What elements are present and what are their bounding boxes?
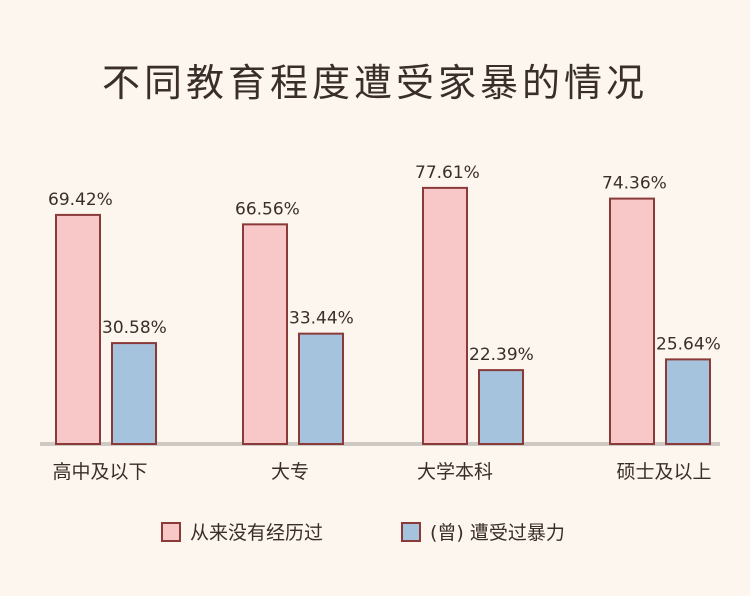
bar-value-label: 74.36% (602, 174, 667, 194)
bar-never-2 (422, 186, 468, 445)
bar-value-label: 22.39% (469, 345, 534, 365)
bar-value-label: 66.56% (235, 199, 300, 219)
bar-experienced-2 (478, 369, 524, 446)
x-tick-label: 大专 (271, 461, 309, 483)
x-tick-label: 大学本科 (417, 461, 493, 483)
bar-value-label: 25.64% (656, 334, 721, 354)
legend-label-never: 从来没有经历过 (190, 522, 323, 544)
chart-title: 不同教育程度遭受家暴的情况 (101, 61, 648, 105)
bar-experienced-0 (111, 342, 157, 445)
bar-never-3 (609, 197, 655, 445)
legend-label-experienced: (曾) 遭受过暴力 (430, 522, 565, 544)
bar-value-label: 77.61% (415, 163, 480, 183)
bar-never-1 (242, 223, 288, 445)
legend-swatch-experienced (401, 522, 421, 542)
bar-value-label: 30.58% (102, 318, 167, 338)
bar-never-0 (55, 213, 101, 445)
bar-experienced-1 (298, 332, 344, 446)
bar-experienced-3 (665, 358, 711, 445)
bar-value-label: 33.44% (289, 309, 354, 329)
x-tick-label: 高中及以下 (52, 461, 147, 483)
legend-swatch-never (161, 522, 181, 542)
bar-value-label: 69.42% (48, 190, 113, 210)
x-tick-label: 硕士及以上 (616, 461, 711, 483)
